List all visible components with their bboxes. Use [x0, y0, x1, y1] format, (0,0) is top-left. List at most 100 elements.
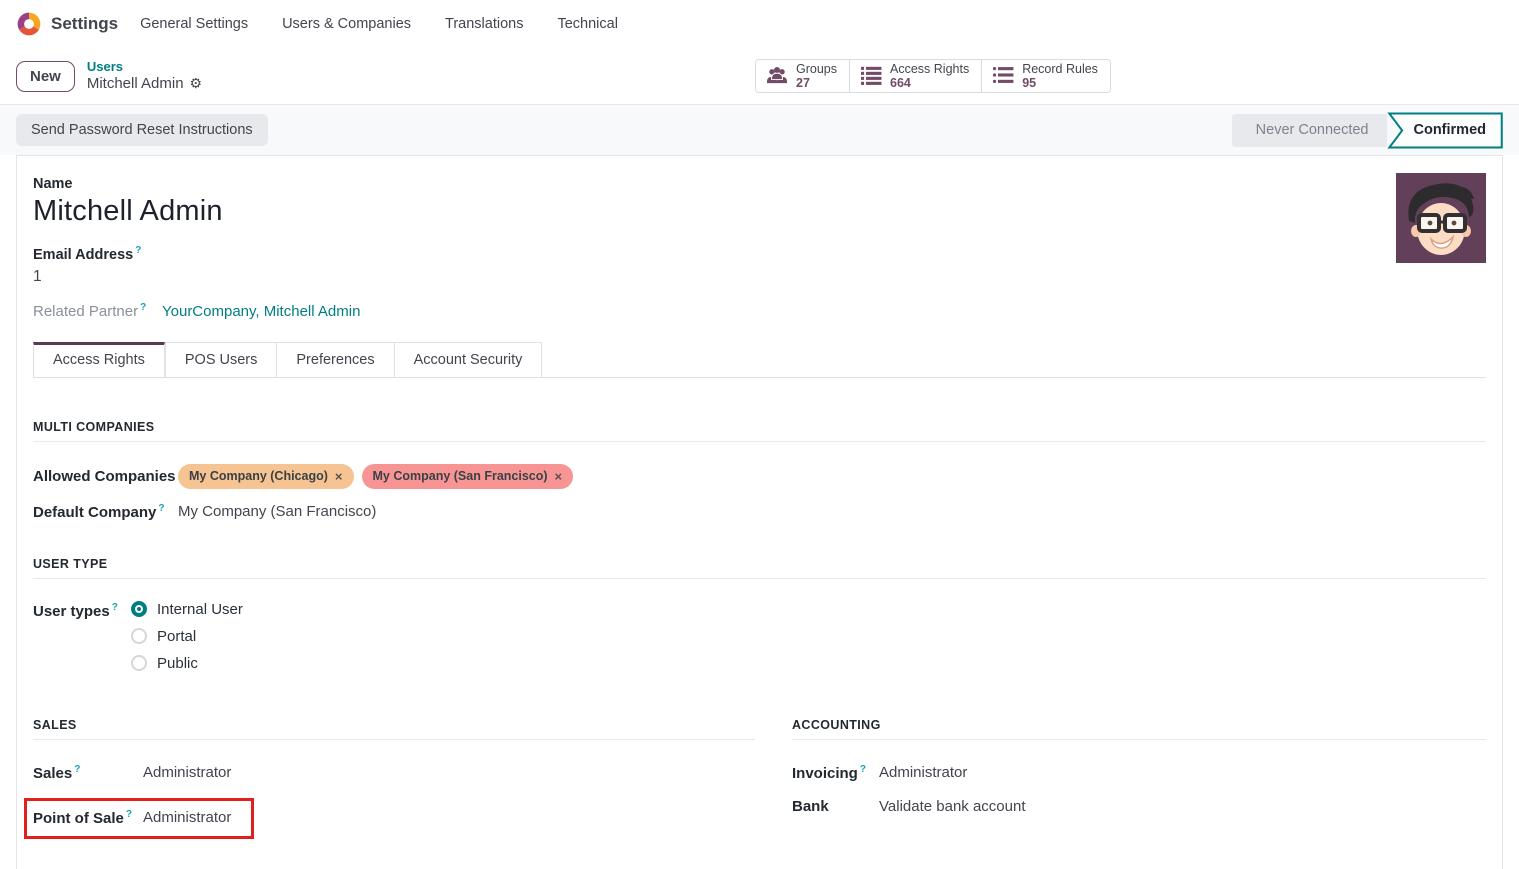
user-type-section: USER TYPE User types? Internal User Port…: [33, 557, 1486, 672]
breadcrumb-users-link[interactable]: Users: [86, 58, 123, 74]
section-title-accounting: ACCOUNTING: [792, 717, 881, 732]
sales-label: Sales?: [33, 763, 81, 782]
breadcrumb: Users Mitchell Admin ⚙: [87, 59, 202, 94]
list-icon: [992, 65, 1014, 88]
email-input[interactable]: 1: [33, 267, 42, 285]
list-icon: [860, 65, 882, 88]
accounting-group: ACCOUNTING Invoicing? Administrator Bank…: [792, 718, 1486, 839]
section-divider: [792, 738, 1486, 740]
point-of-sale-label: Point of Sale?: [33, 808, 132, 827]
section-divider: [33, 577, 1486, 579]
form-sheet: Name Mitchell Admin Email Address? 1 Rel…: [16, 155, 1503, 869]
invoicing-row: Invoicing? Administrator: [792, 764, 1486, 782]
point-of-sale-highlight-box: Point of Sale? Administrator: [24, 797, 254, 839]
menu-users-companies[interactable]: Users & Companies: [282, 16, 412, 32]
allowed-companies-row: Allowed Companies My Company (Chicago) ×…: [33, 463, 1486, 489]
help-icon: ?: [125, 808, 132, 820]
stat-value: 95: [1022, 76, 1037, 90]
groups-stat-button[interactable]: Groups 27: [755, 59, 849, 93]
section-title-multi-companies: MULTI COMPANIES: [33, 419, 155, 434]
radio-portal[interactable]: Portal: [131, 628, 243, 645]
company-tag-chicago[interactable]: My Company (Chicago) ×: [178, 463, 354, 489]
default-company-value[interactable]: My Company (San Francisco): [178, 503, 377, 521]
related-partner-label: Related Partner?: [33, 301, 147, 320]
bank-value[interactable]: Validate bank account: [879, 797, 1026, 815]
notebook-tabs: Access Rights POS Users Preferences Acco…: [33, 341, 1486, 378]
stat-label: Record Rules: [1022, 61, 1098, 76]
breadcrumb-row: New Users Mitchell Admin ⚙ Groups 27: [0, 48, 1519, 104]
related-partner-link[interactable]: YourCompany, Mitchell Admin: [162, 302, 361, 320]
default-company-row: Default Company? My Company (San Francis…: [33, 503, 1486, 521]
top-navbar: Settings General Settings Users & Compan…: [0, 0, 1519, 48]
invoicing-value[interactable]: Administrator: [879, 764, 968, 782]
tab-access-rights[interactable]: Access Rights: [33, 341, 165, 377]
tag-remove-icon[interactable]: ×: [334, 468, 343, 484]
user-types-label: User types?: [33, 601, 118, 620]
breadcrumb-current-row: Mitchell Admin ⚙: [87, 75, 202, 94]
tab-pos-users[interactable]: POS Users: [164, 341, 278, 377]
app-name[interactable]: Settings: [51, 14, 119, 33]
help-icon: ?: [111, 601, 118, 613]
radio-unselected-icon[interactable]: [131, 628, 147, 645]
tab-preferences[interactable]: Preferences: [277, 341, 395, 377]
bottom-groups: SALES Sales? Administrator Point of Sale…: [24, 717, 1486, 839]
company-tag-san-francisco[interactable]: My Company (San Francisco) ×: [361, 463, 574, 489]
send-password-reset-button[interactable]: Send Password Reset Instructions: [16, 114, 268, 146]
user-types-row: User types? Internal User Portal Public: [33, 601, 1486, 672]
radio-public[interactable]: Public: [131, 655, 243, 672]
section-divider: [33, 440, 1486, 442]
record-rules-stat-button[interactable]: Record Rules 95: [981, 59, 1111, 93]
section-title-user-type: USER TYPE: [33, 556, 108, 571]
invoicing-label: Invoicing?: [792, 763, 866, 782]
help-icon: ?: [135, 245, 142, 256]
allowed-companies-tags: My Company (Chicago) × My Company (San F…: [178, 463, 574, 489]
menu-general-settings[interactable]: General Settings: [140, 16, 249, 32]
groups-icon: [766, 65, 788, 88]
stat-value: 27: [796, 76, 810, 90]
new-button[interactable]: New: [16, 60, 75, 92]
stat-label: Groups: [796, 61, 837, 76]
stat-label: Access Rights: [890, 61, 970, 76]
top-menu: General Settings Users & Companies Trans…: [140, 16, 618, 32]
user-avatar[interactable]: [1396, 173, 1486, 263]
user-types-radio-group: Internal User Portal Public: [131, 601, 243, 672]
bank-label: Bank: [792, 797, 829, 815]
bank-row: Bank Validate bank account: [792, 798, 1486, 815]
status-never-connected[interactable]: Never Connected: [1231, 113, 1387, 147]
help-icon: ?: [859, 763, 866, 775]
email-field-label: Email Address?: [33, 245, 142, 263]
name-field-label: Name: [33, 176, 73, 192]
radio-unselected-icon[interactable]: [131, 655, 147, 672]
sales-value[interactable]: Administrator: [143, 764, 232, 782]
status-arrow-shape: [1387, 112, 1504, 149]
tab-content-access-rights: MULTI COMPANIES Allowed Companies My Com…: [24, 378, 1486, 839]
access-rights-stat-button[interactable]: Access Rights 664: [849, 59, 982, 93]
tab-account-security[interactable]: Account Security: [394, 341, 543, 377]
control-panel: Send Password Reset Instructions Never C…: [0, 104, 1519, 155]
related-partner-row: Related Partner? YourCompany, Mitchell A…: [33, 302, 1486, 320]
stat-value: 664: [890, 76, 911, 90]
section-divider: [33, 738, 755, 740]
help-icon: ?: [140, 301, 147, 313]
sales-group: SALES Sales? Administrator Point of Sale…: [24, 717, 755, 839]
gear-icon[interactable]: ⚙: [189, 75, 203, 92]
odoo-logo-icon[interactable]: [16, 11, 42, 37]
default-company-label: Default Company?: [33, 502, 165, 521]
breadcrumb-current: Mitchell Admin: [86, 74, 184, 92]
help-icon: ?: [74, 763, 81, 775]
radio-selected-icon[interactable]: [131, 601, 147, 618]
radio-internal-user[interactable]: Internal User: [131, 601, 243, 618]
help-icon: ?: [158, 502, 165, 514]
point-of-sale-row: Point of Sale? Administrator: [33, 809, 251, 827]
tag-remove-icon[interactable]: ×: [554, 468, 563, 484]
menu-translations[interactable]: Translations: [445, 16, 524, 32]
allowed-companies-label: Allowed Companies: [33, 467, 176, 485]
user-name-input[interactable]: Mitchell Admin: [33, 195, 223, 227]
point-of-sale-value[interactable]: Administrator: [143, 809, 232, 827]
sales-row: Sales? Administrator: [33, 764, 755, 782]
section-title-sales: SALES: [33, 717, 77, 732]
stat-buttons: Groups 27 Access Rights 664: [755, 59, 1111, 93]
status-bar: Never Connected Confirmed: [1231, 112, 1504, 149]
status-confirmed[interactable]: Confirmed: [1387, 112, 1504, 149]
menu-technical[interactable]: Technical: [557, 16, 618, 32]
